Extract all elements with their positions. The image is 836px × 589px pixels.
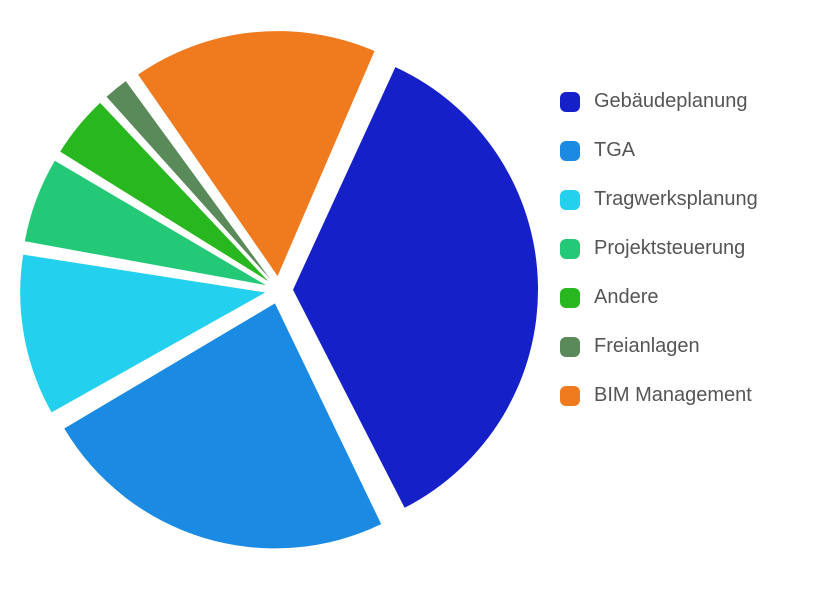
legend-label: Gebäudeplanung [594, 90, 747, 113]
legend-item: Gebäudeplanung [560, 90, 820, 113]
legend-swatch [560, 337, 580, 357]
pie-svg [0, 0, 560, 584]
legend-item: Tragwerksplanung [560, 188, 820, 211]
legend-swatch [560, 92, 580, 112]
legend-label: Freianlagen [594, 335, 700, 358]
legend-swatch [560, 288, 580, 308]
legend-label: Tragwerksplanung [594, 188, 758, 211]
legend-swatch [560, 141, 580, 161]
legend: Gebäudeplanung TGA Tragwerksplanung Projekt… [560, 90, 820, 433]
legend-swatch [560, 190, 580, 210]
legend-item: Projektsteuerung [560, 237, 820, 260]
legend-label: Projektsteuerung [594, 237, 745, 260]
legend-label: Andere [594, 286, 659, 309]
legend-item: TGA [560, 139, 820, 162]
pie-chart [0, 0, 560, 584]
legend-item: BIM Management [560, 384, 820, 407]
legend-label: BIM Management [594, 384, 752, 407]
legend-label: TGA [594, 139, 635, 162]
chart-container: Gebäudeplanung TGA Tragwerksplanung Projekt… [0, 0, 836, 584]
legend-swatch [560, 239, 580, 259]
legend-item: Andere [560, 286, 820, 309]
legend-item: Freianlagen [560, 335, 820, 358]
legend-swatch [560, 386, 580, 406]
